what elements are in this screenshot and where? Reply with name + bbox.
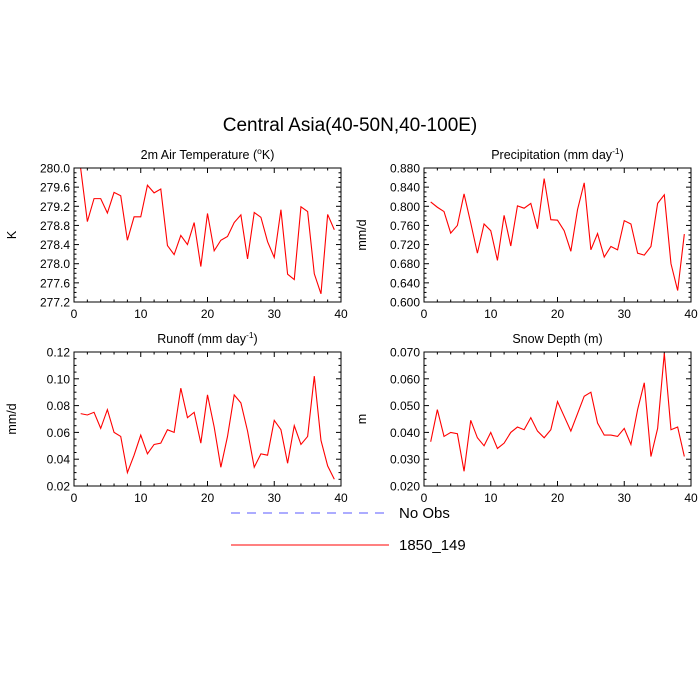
- y-tick-label: 0.050: [390, 399, 420, 413]
- series-line: [80, 168, 335, 295]
- y-tick-label: 278.4: [40, 238, 70, 252]
- x-tick-label: 20: [551, 491, 565, 505]
- figure-title: Central Asia(40-50N,40-100E): [223, 115, 478, 136]
- x-tick-label: 0: [421, 307, 428, 321]
- panel-title-main: Runoff (mm day: [157, 332, 246, 346]
- x-tick-label: 30: [618, 491, 632, 505]
- plot-frame: [423, 167, 692, 303]
- x-tick-label: 30: [268, 491, 282, 505]
- y-tick-label: 0.030: [390, 453, 420, 467]
- y-tick-label: 0.12: [47, 346, 71, 360]
- y-tick-label: 0.680: [390, 257, 420, 271]
- legend-label: 1850_149: [399, 537, 466, 554]
- panel-title-superscript: -1: [612, 146, 620, 156]
- y-tick-label: 0.760: [390, 219, 420, 233]
- legend: No Obs 1850_149: [231, 505, 466, 554]
- series-line: [430, 178, 685, 291]
- chart-panel-4: Snow Depth (m) 0 10 20 30 40 0.020 0.030 0.040 0.…: [355, 332, 698, 505]
- y-tick-label: 0.02: [47, 480, 71, 494]
- panel-title: Precipitation (mm day-1): [491, 146, 624, 162]
- y-tick-label: 278.0: [40, 257, 70, 271]
- x-tick-label: 40: [334, 491, 348, 505]
- x-tick-label: 30: [618, 307, 632, 321]
- y-tick-label: 0.070: [390, 346, 420, 360]
- y-tick-label: 0.060: [390, 372, 420, 386]
- y-tick-label: 0.880: [390, 162, 420, 176]
- y-tick-label: 0.800: [390, 200, 420, 214]
- x-tick-label: 10: [134, 491, 148, 505]
- x-tick-label: 0: [421, 491, 428, 505]
- y-tick-label: 0.720: [390, 238, 420, 252]
- y-tick-label: 0.600: [390, 296, 420, 310]
- y-axis-label: m: [355, 414, 369, 424]
- y-tick-label: 0.040: [390, 426, 420, 440]
- y-tick-label: 0.10: [47, 372, 71, 386]
- chart-panels: 2m Air Temperature (oK)0 10 20 30 40277.2277…: [5, 146, 698, 505]
- y-axis-label: K: [5, 230, 19, 239]
- y-tick-label: 280.0: [40, 162, 70, 176]
- y-tick-label: 0.06: [47, 426, 71, 440]
- y-tick-label: 279.6: [40, 181, 70, 195]
- x-tick-label: 20: [201, 491, 215, 505]
- panel-title-tail: K): [262, 148, 275, 162]
- panel-title-main: Precipitation (mm day: [491, 148, 613, 162]
- series-line: [80, 376, 335, 480]
- legend-label: No Obs: [399, 505, 450, 522]
- y-tick-label: 0.08: [47, 399, 71, 413]
- x-tick-label: 40: [684, 307, 698, 321]
- y-axis-label: mm/d: [5, 403, 19, 434]
- panel-title: Snow Depth (m): [512, 332, 602, 346]
- panel-title-superscript: o: [257, 146, 262, 156]
- chart-panel-2: Precipitation (mm day-1) 0 10 20 30 40 0.600 0.…: [355, 146, 698, 321]
- y-tick-label: 0.04: [47, 453, 71, 467]
- y-tick-label: 0.020: [390, 480, 420, 494]
- panel-title-superscript: -1: [246, 330, 254, 340]
- panel-title: 2m Air Temperature (oK): [141, 146, 275, 162]
- x-tick-label: 40: [334, 307, 348, 321]
- plot-frame: [423, 351, 692, 487]
- plot-frame: [73, 167, 342, 303]
- panel-title-tail: ): [620, 148, 624, 162]
- x-tick-label: 20: [201, 307, 215, 321]
- y-tick-label: 279.2: [40, 200, 70, 214]
- y-tick-label: 0.640: [390, 276, 420, 290]
- y-tick-label: 277.6: [40, 276, 70, 290]
- panel-title-tail: ): [254, 332, 258, 346]
- x-tick-label: 40: [684, 491, 698, 505]
- x-tick-label: 0: [71, 491, 78, 505]
- panel-title-main: Snow Depth (m): [512, 332, 602, 346]
- plot-frame: [73, 351, 342, 487]
- x-tick-label: 10: [134, 307, 148, 321]
- y-axis-label: mm/d: [355, 219, 369, 250]
- series-line: [430, 353, 685, 472]
- y-tick-label: 278.8: [40, 219, 70, 233]
- y-tick-label: 277.2: [40, 296, 70, 310]
- x-tick-label: 0: [71, 307, 78, 321]
- panel-title: Runoff (mm day-1): [157, 330, 257, 346]
- x-tick-label: 20: [551, 307, 565, 321]
- x-tick-label: 10: [484, 491, 498, 505]
- chart-panel-1: 2m Air Temperature (oK) 0 10 20 30 40 277.2 277…: [5, 146, 348, 321]
- x-tick-label: 10: [484, 307, 498, 321]
- panel-title-main: 2m Air Temperature (: [141, 148, 258, 162]
- x-tick-label: 30: [268, 307, 282, 321]
- y-tick-label: 0.840: [390, 181, 420, 195]
- chart-panel-3: Runoff (mm day-1) 0 10 20 30 40 0.02 0.04 0.06 0.…: [5, 330, 348, 505]
